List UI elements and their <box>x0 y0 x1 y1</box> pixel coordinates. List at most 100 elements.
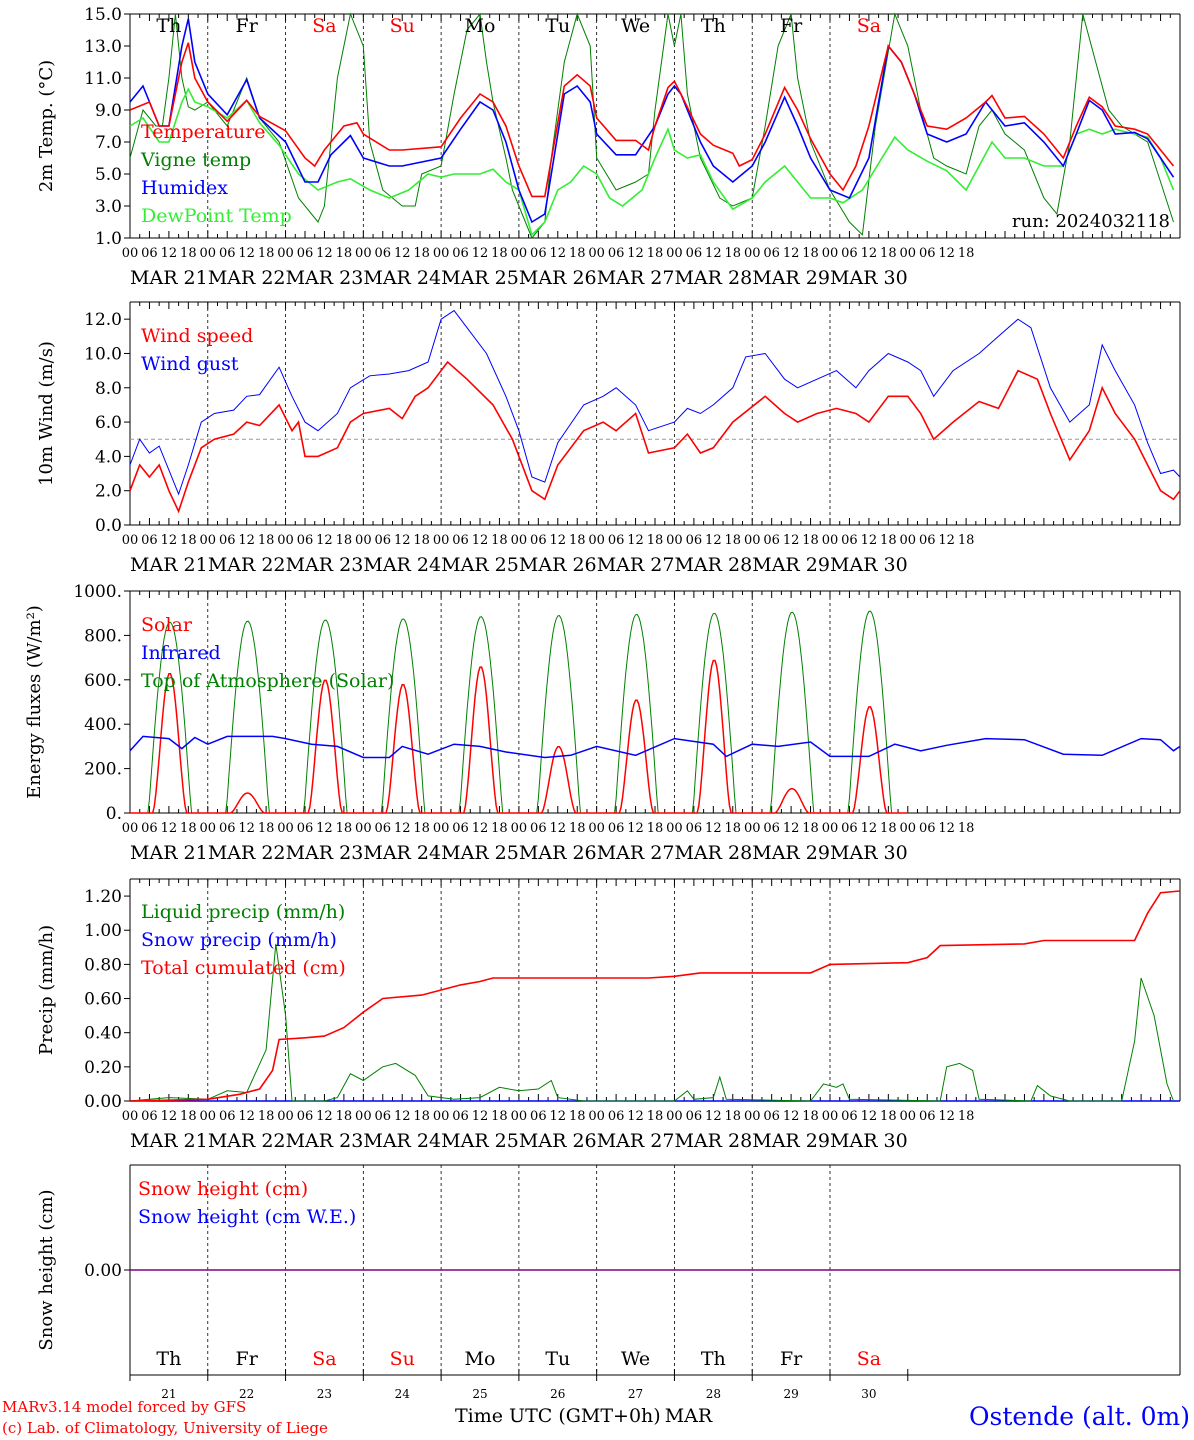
hour-tick-label: 18 <box>958 246 975 261</box>
hour-tick-label: 18 <box>491 1109 508 1124</box>
hour-tick-label: 00 <box>588 1109 605 1124</box>
y-tick-label: 1000. <box>73 582 122 602</box>
y-tick-label: 10.0 <box>84 344 122 364</box>
hour-tick-label: 06 <box>219 1109 236 1124</box>
date-label: MAR 27 <box>597 267 675 289</box>
date-label: MAR 30 <box>830 554 908 576</box>
hour-tick-label: 12 <box>938 246 955 261</box>
hour-tick-label: 06 <box>919 533 936 548</box>
hour-tick-label: 12 <box>238 821 255 836</box>
legend-entry: Temperature <box>141 121 265 143</box>
hour-tick-label: 18 <box>647 533 664 548</box>
hour-tick-label: 12 <box>861 246 878 261</box>
y-tick-label: 3.0 <box>95 197 122 217</box>
legend-entry: Total cumulated (cm) <box>141 957 346 979</box>
date-label: MAR 25 <box>441 554 519 576</box>
date-label: MAR 21 <box>130 267 208 289</box>
hour-tick-label: 00 <box>122 533 139 548</box>
hour-tick-label: 18 <box>491 533 508 548</box>
hour-tick-label: 00 <box>511 246 528 261</box>
hour-tick-label: 06 <box>686 821 703 836</box>
hour-tick-label: 00 <box>433 533 450 548</box>
y-tick-label: 400. <box>84 715 122 735</box>
day-number: 24 <box>395 1387 411 1401</box>
hour-tick-label: 12 <box>161 821 178 836</box>
day-number: 25 <box>472 1387 487 1401</box>
day-name: We <box>621 15 650 37</box>
hour-tick-label: 00 <box>200 1109 217 1124</box>
y-tick-label: 2.0 <box>95 482 122 502</box>
hour-tick-label: 00 <box>744 1109 761 1124</box>
hour-tick-label: 18 <box>413 821 430 836</box>
series-line <box>129 360 1181 514</box>
hour-tick-label: 00 <box>355 1109 372 1124</box>
date-label: MAR 24 <box>363 267 441 289</box>
legend-entry: Humidex <box>141 177 228 199</box>
hour-tick-label: 18 <box>647 246 664 261</box>
hour-tick-label: 00 <box>277 821 294 836</box>
legend-entry: Infrared <box>141 642 221 664</box>
hour-tick-label: 12 <box>705 533 722 548</box>
hour-tick-label: 00 <box>355 246 372 261</box>
day-name: Tu <box>545 15 570 37</box>
hour-tick-label: 06 <box>219 821 236 836</box>
date-label: MAR 25 <box>441 1130 519 1152</box>
date-label: MAR 24 <box>363 554 441 576</box>
legend-entry: Top of Atmosphere (Solar) <box>141 670 394 692</box>
y-tick-label: 5.0 <box>95 165 122 185</box>
hour-tick-label: 06 <box>452 821 469 836</box>
hour-tick-label: 12 <box>161 246 178 261</box>
hour-tick-label: 18 <box>802 533 819 548</box>
day-number: 29 <box>783 1387 798 1401</box>
series-line <box>129 309 1181 496</box>
y-tick-label: 0.40 <box>84 1024 122 1044</box>
run-label: run: 2024032118 <box>1012 211 1170 232</box>
date-label: MAR 29 <box>752 1130 830 1152</box>
y-tick-label: 0.60 <box>84 990 122 1010</box>
hour-tick-label: 00 <box>355 821 372 836</box>
hour-tick-label: 00 <box>822 533 839 548</box>
hour-tick-label: 18 <box>336 821 353 836</box>
hour-tick-label: 18 <box>413 246 430 261</box>
date-label: MAR 30 <box>830 267 908 289</box>
date-label: MAR 29 <box>752 554 830 576</box>
day-name: Fr <box>780 1348 803 1370</box>
hour-tick-label: 12 <box>394 533 411 548</box>
hour-tick-label: 18 <box>569 821 586 836</box>
legend-entry: DewPoint Temp <box>141 205 292 227</box>
day-name: Tu <box>545 1348 570 1370</box>
hour-tick-label: 06 <box>841 821 858 836</box>
date-label: MAR 29 <box>752 842 830 864</box>
day-name: Th <box>701 15 726 37</box>
date-label: MAR 23 <box>286 554 364 576</box>
y-tick-label: 1.0 <box>95 229 122 249</box>
hour-tick-label: 06 <box>763 246 780 261</box>
hour-tick-label: 18 <box>958 821 975 836</box>
day-number: 30 <box>861 1387 876 1401</box>
hour-tick-label: 06 <box>686 1109 703 1124</box>
hour-tick-label: 06 <box>530 1109 547 1124</box>
hour-tick-label: 06 <box>375 1109 392 1124</box>
date-label: MAR 29 <box>752 267 830 289</box>
legend-entry: Snow precip (mm/h) <box>141 929 337 951</box>
hour-tick-label: 12 <box>238 246 255 261</box>
hour-tick-label: 18 <box>880 821 897 836</box>
hour-tick-label: 00 <box>822 821 839 836</box>
y-axis-label: Snow height (cm) <box>36 1189 57 1350</box>
hour-tick-label: 18 <box>802 1109 819 1124</box>
hour-tick-label: 06 <box>452 533 469 548</box>
hour-tick-label: 00 <box>200 533 217 548</box>
y-tick-label: 0.80 <box>84 955 122 975</box>
y-tick-label: 6.0 <box>95 413 122 433</box>
hour-tick-label: 06 <box>608 246 625 261</box>
date-label: MAR 27 <box>597 842 675 864</box>
hour-tick-label: 18 <box>802 246 819 261</box>
hour-tick-label: 12 <box>394 1109 411 1124</box>
y-tick-label: 15.0 <box>84 5 122 25</box>
hour-tick-label: 06 <box>530 533 547 548</box>
hour-tick-label: 06 <box>452 1109 469 1124</box>
hour-tick-label: 18 <box>258 1109 275 1124</box>
date-label: MAR 24 <box>363 842 441 864</box>
